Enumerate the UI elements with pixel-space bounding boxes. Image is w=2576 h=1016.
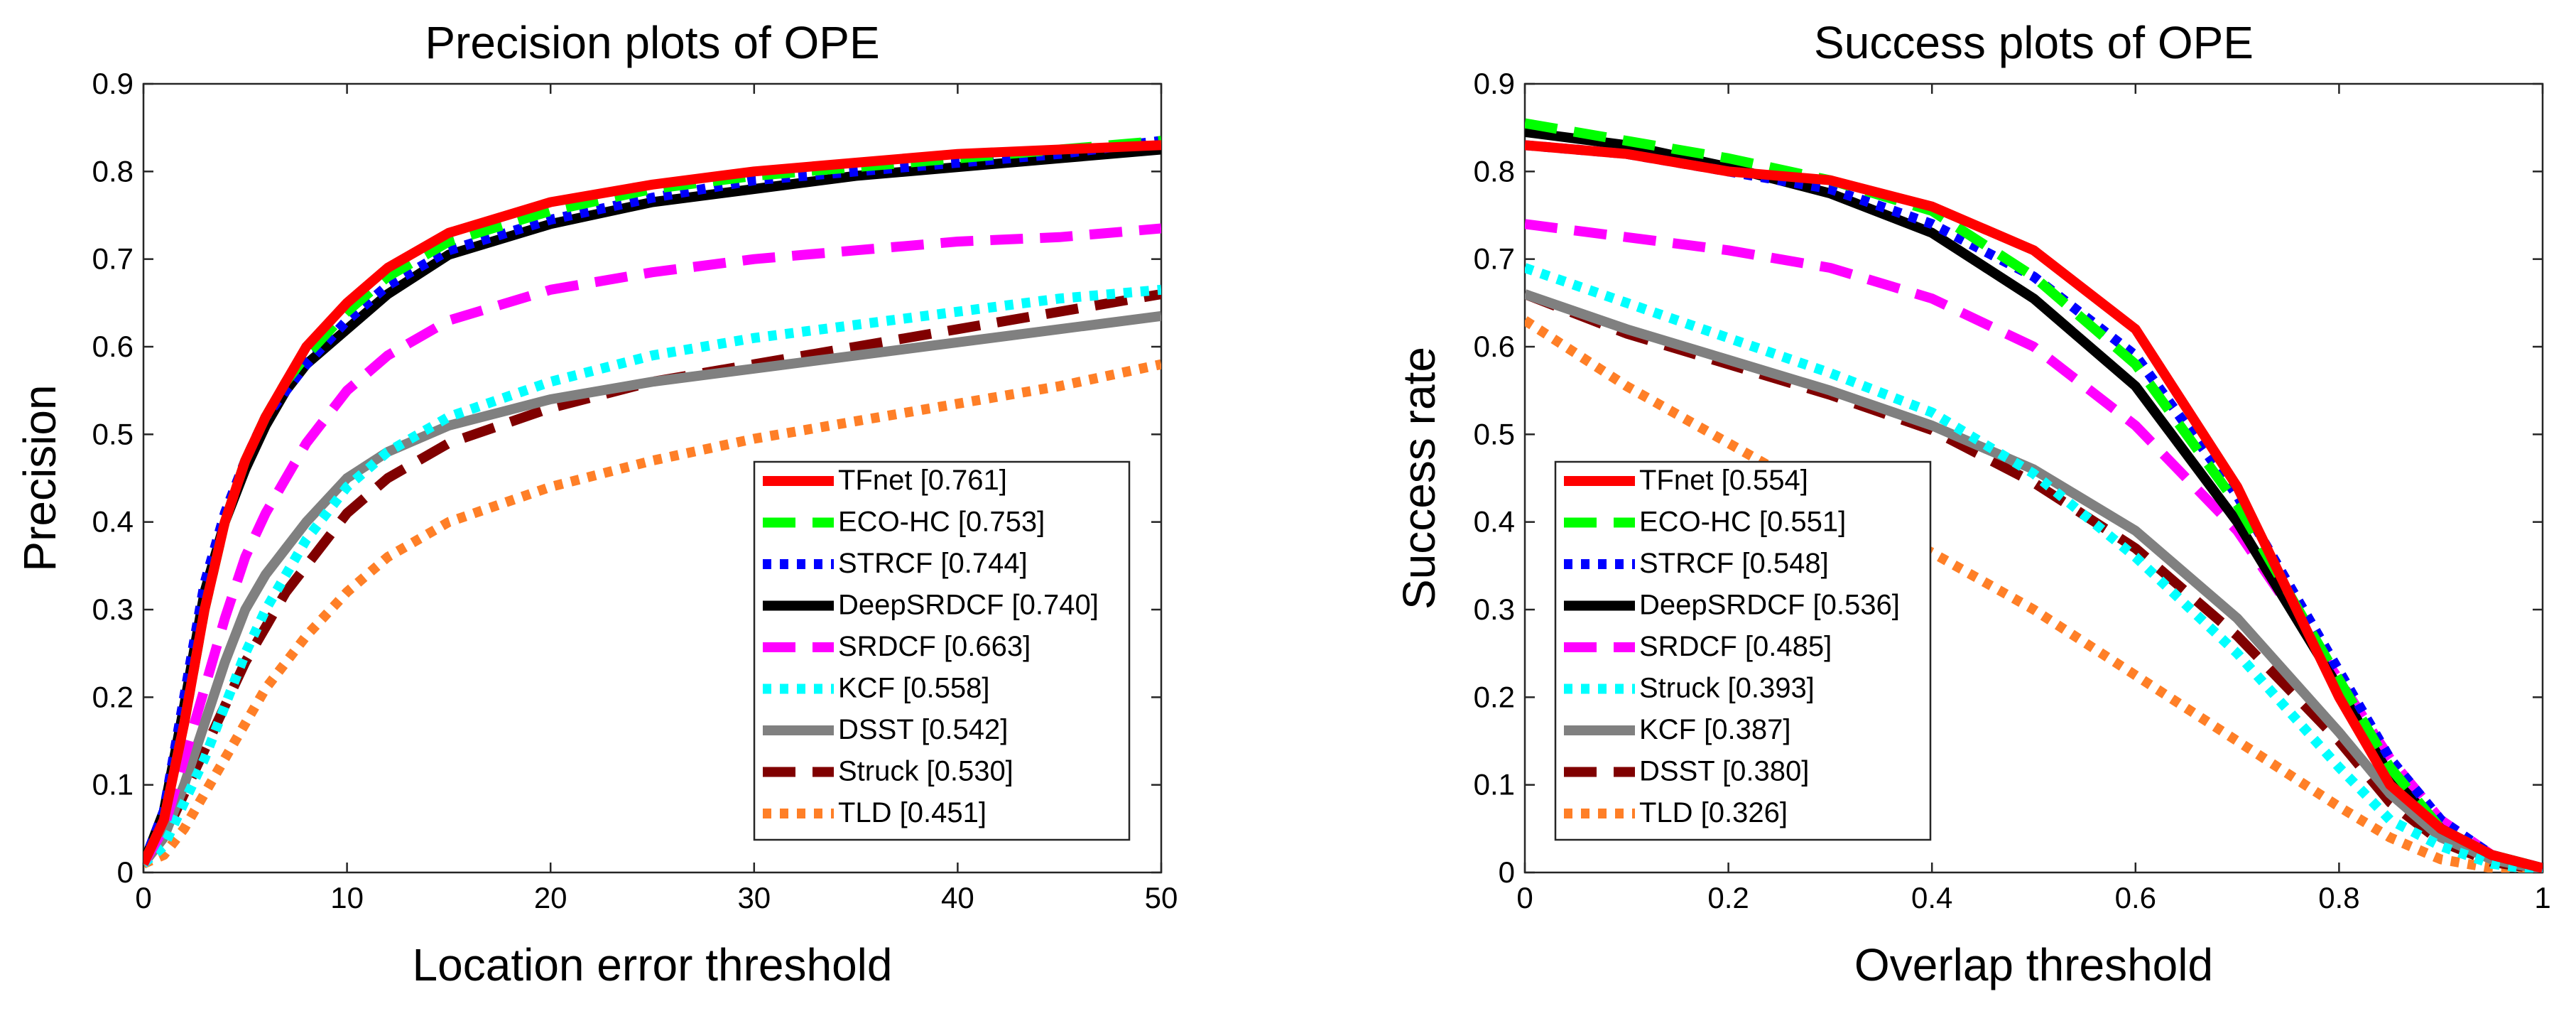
legend-label-deepsrdcf: DeepSRDCF [0.740]: [838, 590, 1099, 621]
legend-label-kcf: KCF [0.387]: [1639, 714, 1790, 745]
y-tick-label: 0.1: [92, 768, 134, 801]
legend-label-tld: TLD [0.326]: [1639, 797, 1788, 828]
legend-label-tfnet: TFnet [0.761]: [838, 465, 1007, 496]
y-tick-label: 0.8: [1474, 154, 1515, 188]
series-line-kcf: [1525, 289, 2543, 872]
legend: TFnet [0.554] ECO-HC [0.551] STRCF [0.548]…: [1554, 460, 1932, 841]
x-tick-label: 1: [2534, 881, 2550, 914]
y-tick-label: 0.3: [1474, 593, 1515, 626]
series-line-tld: [143, 359, 1161, 869]
y-tick-label: 0.8: [92, 154, 134, 188]
y-tick-label: 0.4: [1474, 505, 1515, 539]
y-tick-label: 0.5: [92, 417, 134, 450]
legend-label-dsst: DSST [0.380]: [1639, 756, 1809, 787]
series-line-kcf: [143, 284, 1161, 868]
x-tick-label: 30: [737, 881, 771, 914]
x-tick-label: 0: [1516, 881, 1533, 914]
y-axis-label: Precision: [14, 384, 65, 571]
chart-title: Precision plots of OPE: [425, 17, 879, 68]
y-tick-label: 0: [117, 855, 134, 889]
y-tick-label: 0.6: [1474, 330, 1515, 363]
series-line-srdcf: [143, 223, 1161, 867]
legend-label-eco-hc: ECO-HC [0.753]: [838, 507, 1045, 538]
series-line-tfnet: [1525, 140, 2543, 872]
legend-label-dsst: DSST [0.542]: [838, 714, 1008, 745]
y-tick-label: 0.6: [92, 330, 134, 363]
legend-label-strcf: STRCF [0.548]: [1639, 548, 1829, 579]
series-line-struck: [143, 289, 1161, 867]
legend-label-srdcf: SRDCF [0.663]: [838, 631, 1031, 662]
x-tick-label: 0.4: [1911, 881, 1952, 914]
x-tick-label: 0.8: [2318, 881, 2359, 914]
series-line-tfnet: [143, 140, 1161, 866]
x-tick-label: 10: [330, 881, 364, 914]
legend-label-tfnet: TFnet [0.554]: [1639, 465, 1808, 496]
y-tick-label: 0.7: [92, 242, 134, 276]
x-tick-label: 0: [135, 881, 151, 914]
chart-title: Success plots of OPE: [1814, 17, 2254, 68]
success-plot-panel: Success plots of OPE Overlap threshold Suc…: [1393, 17, 2551, 990]
legend-label-deepsrdcf: DeepSRDCF [0.536]: [1639, 590, 1900, 621]
y-tick-label: 0.2: [92, 680, 134, 713]
x-axis-label: Location error threshold: [413, 939, 893, 990]
series-lines: [143, 136, 1161, 869]
y-axis-label: Success rate: [1393, 347, 1445, 610]
y-tick-label: 0.5: [1474, 417, 1515, 450]
x-tick-label: 0.6: [2115, 881, 2156, 914]
y-tick-label: 0.3: [92, 593, 134, 626]
legend: TFnet [0.761] ECO-HC [0.753] STRCF [0.744]…: [753, 460, 1131, 841]
x-axis-label: Overlap threshold: [1854, 939, 2213, 990]
legend-label-tld: TLD [0.451]: [838, 797, 987, 828]
series-line-struck: [1525, 263, 2543, 872]
x-tick-label: 20: [534, 881, 567, 914]
series-line-tld: [1525, 316, 2543, 872]
x-tick-label: 0.2: [1707, 881, 1749, 914]
y-tick-label: 0: [1499, 855, 1515, 889]
legend-label-kcf: KCF [0.558]: [838, 673, 989, 704]
y-tick-label: 0.9: [92, 67, 134, 100]
y-tick-label: 0.1: [1474, 768, 1515, 801]
y-tick-label: 0.7: [1474, 242, 1515, 276]
x-tick-label: 40: [941, 881, 974, 914]
legend-label-eco-hc: ECO-HC [0.551]: [1639, 507, 1846, 538]
series-lines: [1525, 118, 2543, 872]
legend-label-srdcf: SRDCF [0.485]: [1639, 631, 1832, 662]
series-line-eco-hc: [1525, 118, 2543, 872]
precision-plot-panel: Precision plots of OPE Location error thr…: [14, 17, 1178, 990]
legend-label-struck: Struck [0.530]: [838, 756, 1013, 787]
legend-label-struck: Struck [0.393]: [1639, 673, 1815, 704]
y-tick-label: 0.9: [1474, 67, 1515, 100]
y-tick-label: 0.4: [92, 505, 134, 539]
legend-label-strcf: STRCF [0.744]: [838, 548, 1028, 579]
series-line-strcf: [143, 136, 1161, 866]
y-tick-label: 0.2: [1474, 680, 1515, 713]
x-tick-label: 50: [1145, 881, 1178, 914]
series-line-dsst: [143, 310, 1161, 867]
